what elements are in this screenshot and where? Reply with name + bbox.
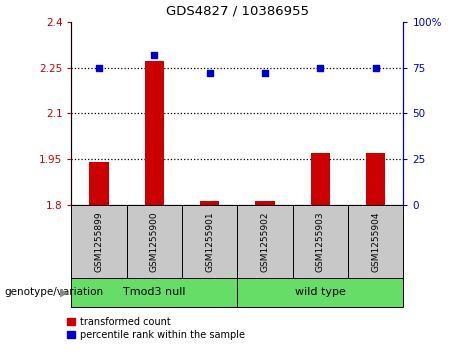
Bar — [89, 162, 109, 205]
Bar — [145, 61, 164, 205]
Legend: transformed count, percentile rank within the sample: transformed count, percentile rank withi… — [67, 317, 245, 340]
Bar — [237, 205, 293, 278]
Text: GSM1255904: GSM1255904 — [371, 211, 380, 272]
Bar — [293, 205, 348, 278]
Text: GSM1255902: GSM1255902 — [260, 211, 270, 272]
Bar — [255, 201, 275, 205]
Point — [206, 70, 213, 76]
Point — [151, 52, 158, 58]
Bar — [127, 205, 182, 278]
Bar — [311, 153, 330, 205]
Text: GSM1255903: GSM1255903 — [316, 211, 325, 272]
Text: ▶: ▶ — [60, 287, 68, 297]
Point — [261, 70, 269, 76]
Bar — [348, 205, 403, 278]
Point — [317, 65, 324, 70]
Point — [95, 65, 103, 70]
Point — [372, 65, 379, 70]
Bar — [200, 200, 219, 205]
Text: wild type: wild type — [295, 287, 346, 297]
Text: GSM1255899: GSM1255899 — [95, 211, 104, 272]
Text: GSM1255901: GSM1255901 — [205, 211, 214, 272]
Title: GDS4827 / 10386955: GDS4827 / 10386955 — [166, 5, 309, 18]
Bar — [71, 205, 127, 278]
Text: GSM1255900: GSM1255900 — [150, 211, 159, 272]
Bar — [366, 153, 385, 205]
Bar — [71, 278, 237, 307]
Bar — [182, 205, 237, 278]
Text: Tmod3 null: Tmod3 null — [123, 287, 186, 297]
Text: genotype/variation: genotype/variation — [5, 287, 104, 297]
Bar — [237, 278, 403, 307]
